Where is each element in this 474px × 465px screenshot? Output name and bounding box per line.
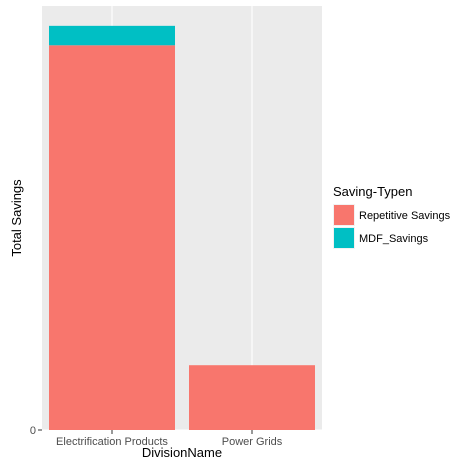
x-tick-label: Electrification Products bbox=[56, 436, 168, 448]
x-axis: Electrification Products Power Grids bbox=[56, 430, 283, 448]
bar-mdf-savings-electrification-products bbox=[49, 25, 175, 46]
x-axis-title: DivisionName bbox=[142, 445, 222, 460]
bar-repetitive-savings-power-grids bbox=[189, 365, 315, 430]
legend-title: Saving-Typen bbox=[333, 184, 413, 199]
legend-entry-label: Repetitive Savings bbox=[359, 210, 451, 222]
bar-repetitive-savings-electrification-products bbox=[49, 45, 175, 430]
y-axis-title: Total Savings bbox=[9, 179, 24, 257]
y-tick-label: 0 bbox=[30, 425, 36, 437]
x-tick-label: Power Grids bbox=[222, 436, 283, 448]
bars bbox=[49, 25, 315, 430]
legend-swatch bbox=[334, 205, 354, 225]
legend: Saving-Typen Repetitive Savings MDF_Savin… bbox=[333, 184, 451, 249]
legend-swatch bbox=[334, 228, 354, 248]
y-axis: 0 bbox=[30, 425, 42, 437]
legend-entry-label: MDF_Savings bbox=[359, 233, 429, 245]
